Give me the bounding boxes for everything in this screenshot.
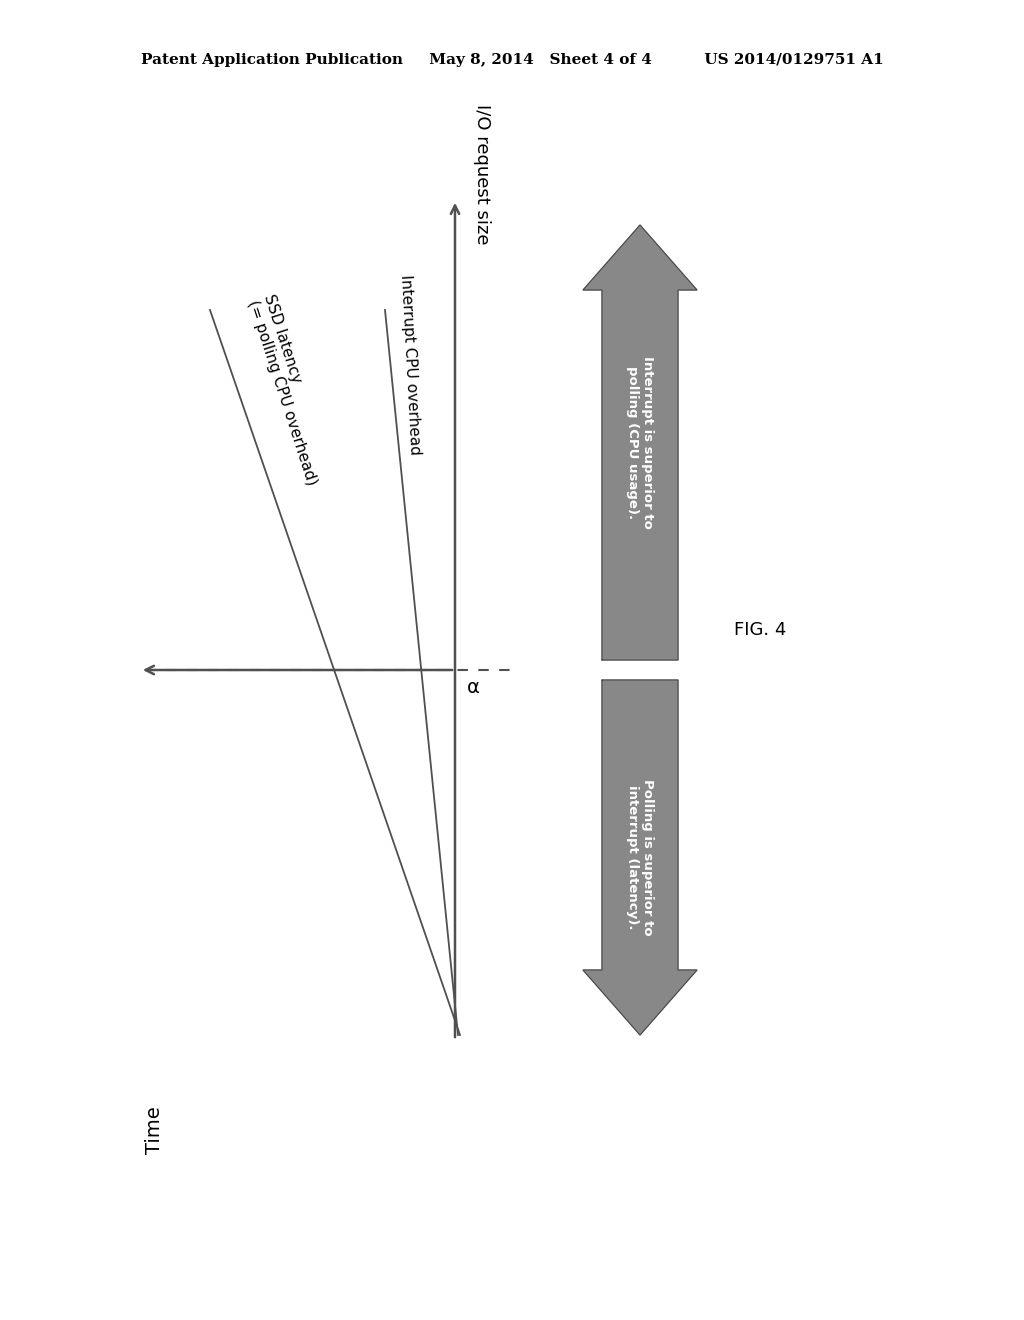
- Text: Interrupt CPU overhead: Interrupt CPU overhead: [397, 275, 422, 455]
- Text: Patent Application Publication     May 8, 2014   Sheet 4 of 4          US 2014/0: Patent Application Publication May 8, 20…: [140, 53, 884, 67]
- Text: Time: Time: [145, 1106, 165, 1154]
- Text: SSD latency
(= polling CPU overhead): SSD latency (= polling CPU overhead): [245, 293, 335, 487]
- Text: Interrupt is superior to
polling (CPU usage).: Interrupt is superior to polling (CPU us…: [626, 356, 654, 529]
- Text: FIG. 4: FIG. 4: [734, 620, 786, 639]
- Text: Polling is superior to
interrupt (latency).: Polling is superior to interrupt (latenc…: [626, 779, 654, 936]
- Text: I/O request size: I/O request size: [473, 104, 490, 246]
- Polygon shape: [583, 680, 697, 1035]
- Polygon shape: [583, 224, 697, 660]
- Text: α: α: [467, 678, 480, 697]
